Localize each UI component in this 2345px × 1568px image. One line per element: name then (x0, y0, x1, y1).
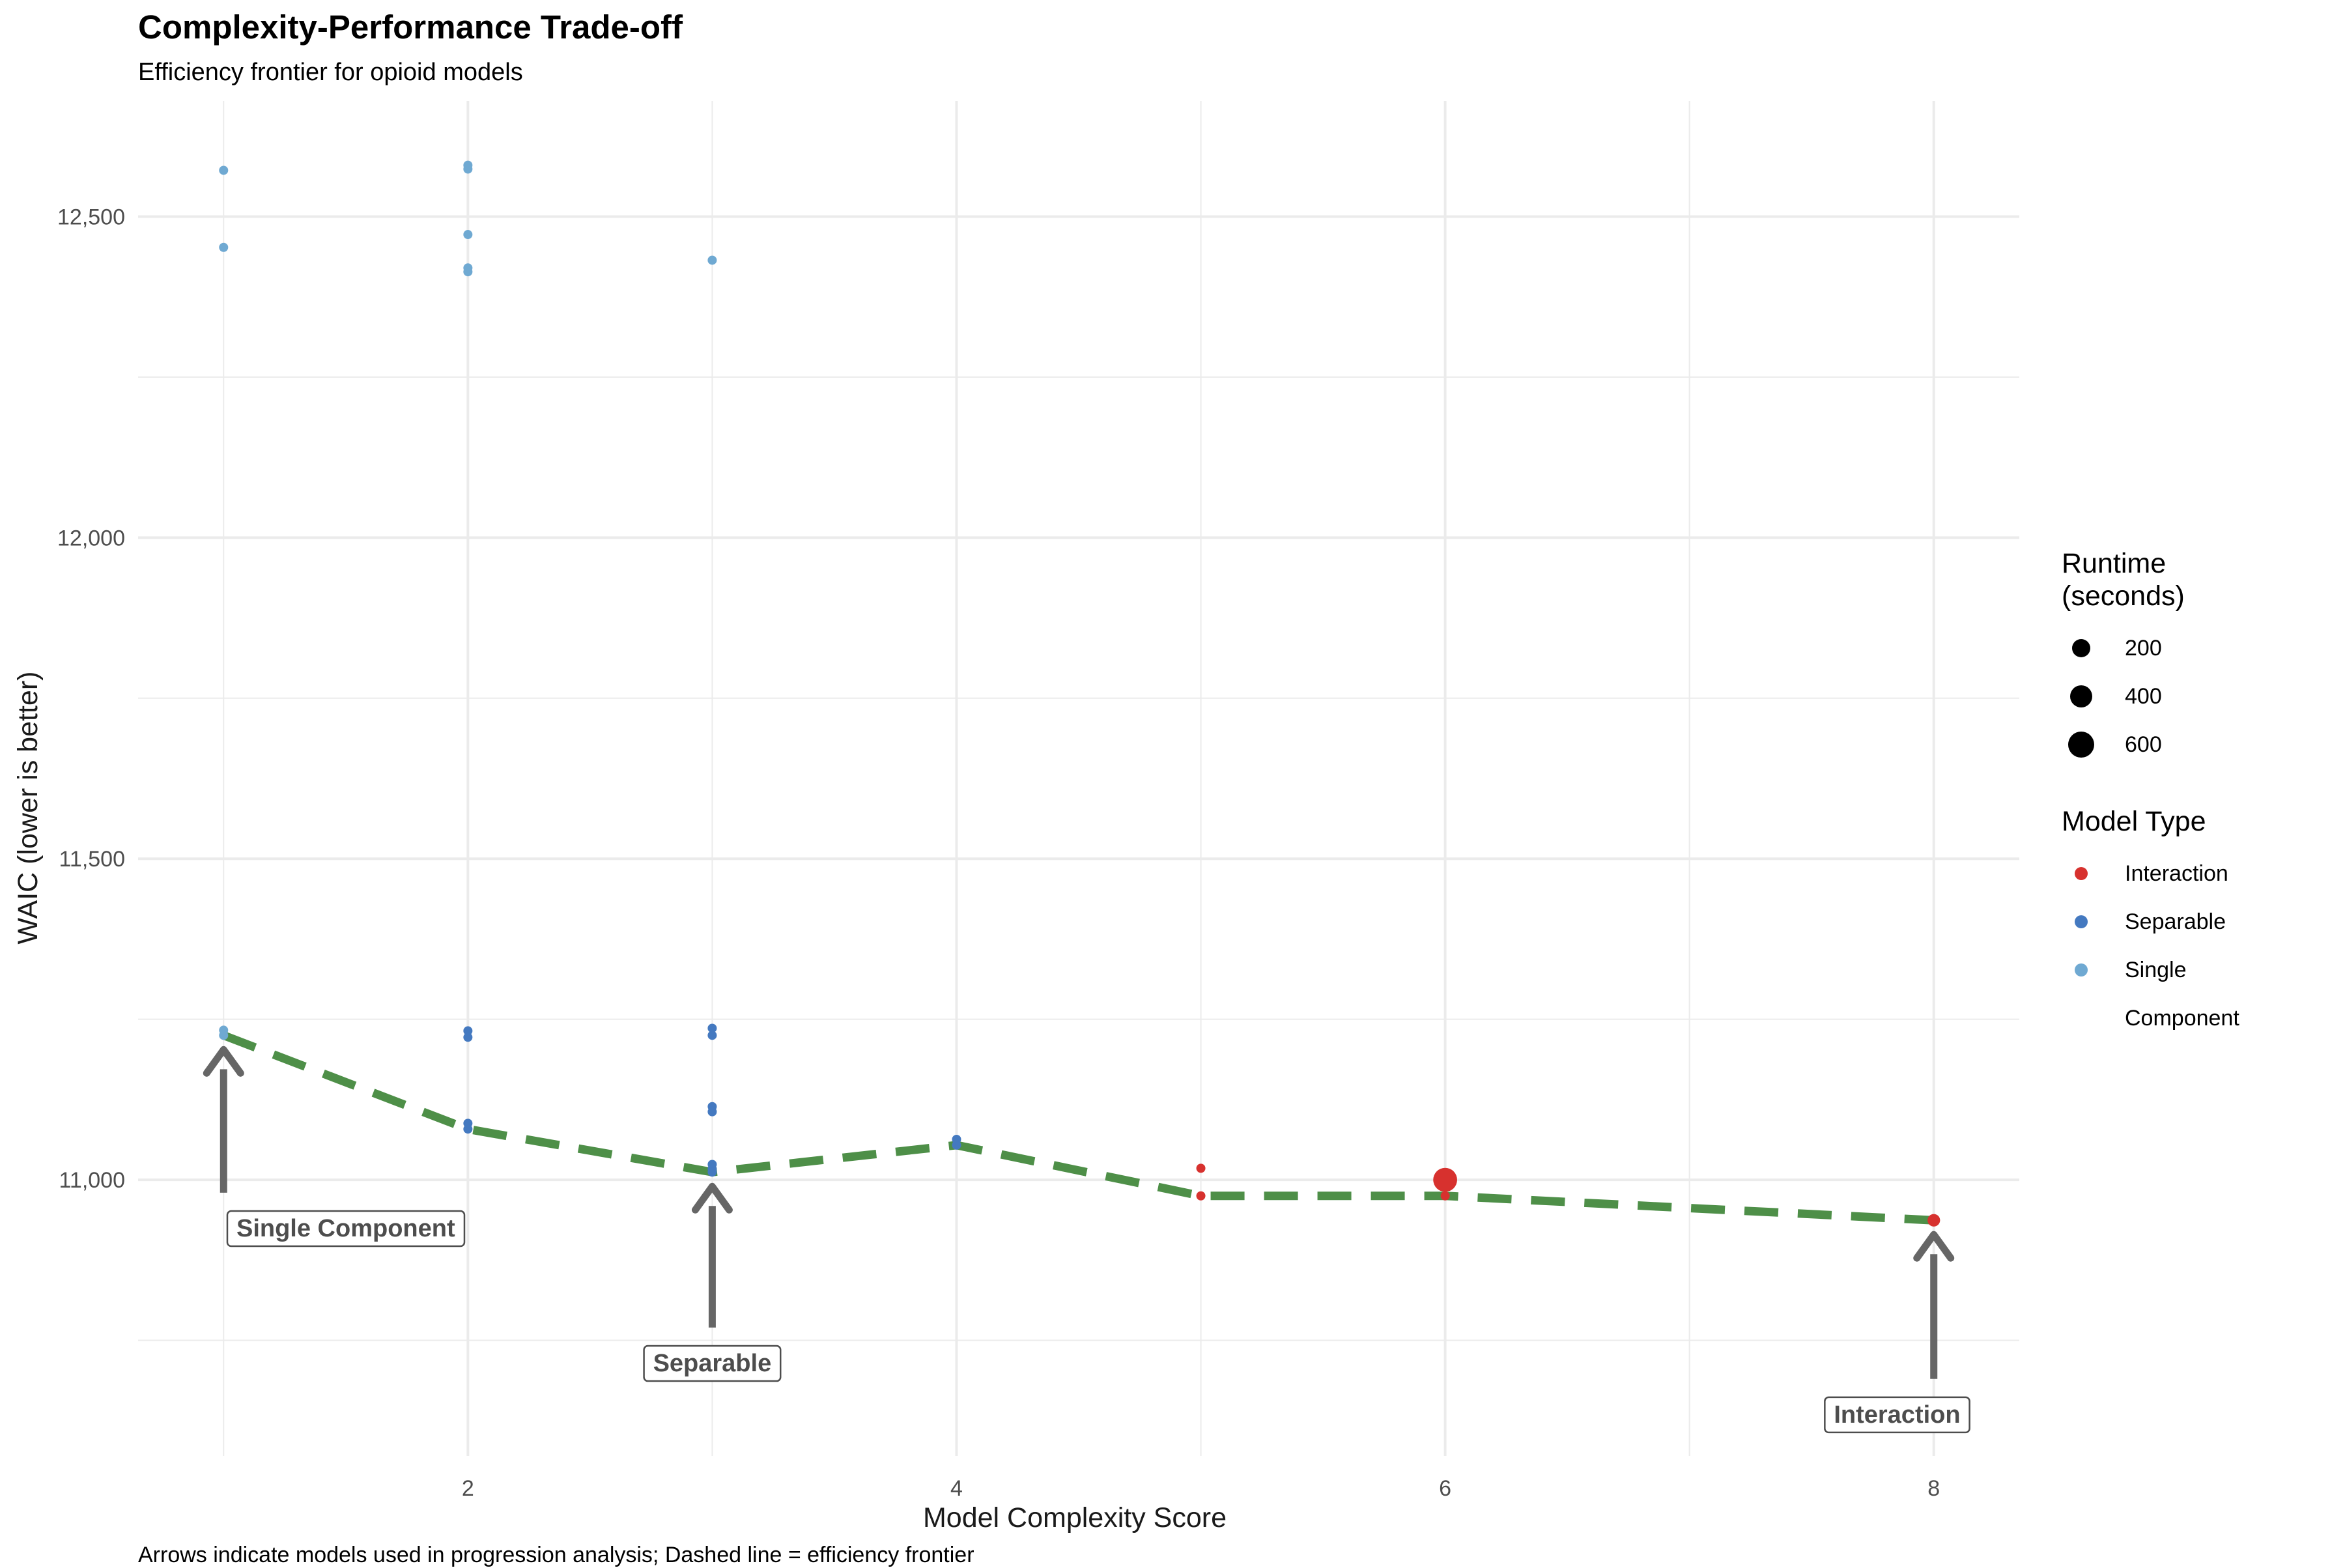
point-interaction (1196, 1163, 1206, 1173)
annotation-label-box (643, 1345, 782, 1382)
chart-subtitle: Efficiency frontier for opioid models (138, 59, 523, 86)
point-separable (463, 1026, 473, 1036)
legend-runtime-entry: 200 (2062, 624, 2206, 672)
legend-runtime-entry: 400 (2062, 672, 2206, 720)
point-single-component (707, 255, 717, 265)
legend-type-entry: Interaction (2062, 849, 2228, 898)
legend-type-title: Model Type (2062, 806, 2206, 837)
legend-runtime-label: 200 (2125, 636, 2162, 661)
y-tick-label: 12,000 (57, 526, 125, 550)
legend-type-label: Single Component (2125, 958, 2239, 1031)
annotation-arrow-head (203, 1046, 244, 1077)
chart-title: Complexity-Performance Trade-off (138, 8, 683, 46)
point-separable (707, 1031, 717, 1040)
annotation-label-text: Separable (653, 1350, 772, 1377)
legend-color-dot-interaction (2075, 867, 2088, 880)
legend-type-label: Separable (2125, 909, 2226, 934)
annotation-arrow-head (1913, 1231, 1955, 1262)
annotation-label-text: Interaction (1834, 1401, 1960, 1429)
legend-color-dot-separable (2075, 915, 2088, 928)
x-tick-label: 8 (1927, 1476, 1940, 1501)
y-tick-label: 12,500 (57, 205, 125, 229)
point-interaction (1196, 1191, 1206, 1201)
gridlines (138, 101, 2019, 1456)
x-tick-label: 2 (462, 1476, 474, 1501)
legend-size-dot-large (2068, 732, 2094, 758)
legend-runtime-title-line1: Runtime (2062, 548, 2167, 579)
annotation-label-text: Single Component (236, 1215, 455, 1242)
y-tick-label: 11,000 (59, 1168, 125, 1193)
legend-type-label: Interaction (2125, 861, 2228, 886)
legend-runtime-entry: 600 (2062, 720, 2206, 769)
y-tick-label: 11,500 (59, 847, 125, 872)
legend: Runtime (seconds) 200 400 600 Model Type… (2062, 547, 2239, 1031)
y-axis-label: WAIC (lower is better) (12, 672, 44, 945)
x-axis-label: Model Complexity Score (923, 1502, 1227, 1533)
annotation-label: Single Component (226, 1210, 466, 1247)
annotation-label-box (226, 1210, 466, 1247)
point-interaction (1440, 1191, 1450, 1201)
point-interaction (1927, 1214, 1940, 1227)
point-single-component (463, 230, 473, 240)
point-separable (707, 1023, 717, 1033)
point-single-component (463, 164, 473, 174)
point-single-component (463, 267, 473, 277)
annotations: Single Component Separable Interaction (203, 1046, 1970, 1434)
legend-type-entry: Single Component (2062, 946, 2239, 1031)
legend-type-entry: Separable (2062, 898, 2226, 946)
legend-size-dot-small (2072, 639, 2090, 657)
point-separable (707, 1167, 717, 1177)
point-separable (707, 1107, 717, 1117)
legend-runtime-title-line2: (seconds) (2062, 580, 2185, 612)
point-separable (463, 1124, 473, 1134)
axis-ticks: 2 4 6 8 11,000 11,500 12,000 12,500 (57, 205, 1940, 1501)
point-single-component (219, 1031, 229, 1040)
legend-runtime-label: 400 (2125, 684, 2162, 709)
x-tick-label: 6 (1439, 1476, 1451, 1501)
point-separable (952, 1140, 961, 1150)
point-interaction (1433, 1167, 1457, 1192)
annotation-label-box (1824, 1396, 1970, 1434)
chart-caption: Arrows indicate models used in progressi… (138, 1543, 974, 1567)
efficiency-frontier (221, 1031, 1935, 1225)
annotation-arrow-head (691, 1182, 733, 1214)
annotation-label: Interaction (1824, 1396, 1970, 1434)
point-separable (463, 1033, 473, 1042)
legend-runtime-title: Runtime (seconds) (2062, 547, 2206, 612)
legend-size-dot-medium (2070, 685, 2092, 707)
point-single-component (219, 242, 229, 252)
x-tick-label: 4 (950, 1476, 963, 1501)
legend-color-dot-single-component (2075, 963, 2088, 976)
annotation-label: Separable (643, 1345, 782, 1382)
legend-runtime-label: 600 (2125, 732, 2162, 757)
data-points (219, 160, 1940, 1227)
frontier-line (221, 1031, 1935, 1225)
point-single-component (219, 165, 229, 175)
